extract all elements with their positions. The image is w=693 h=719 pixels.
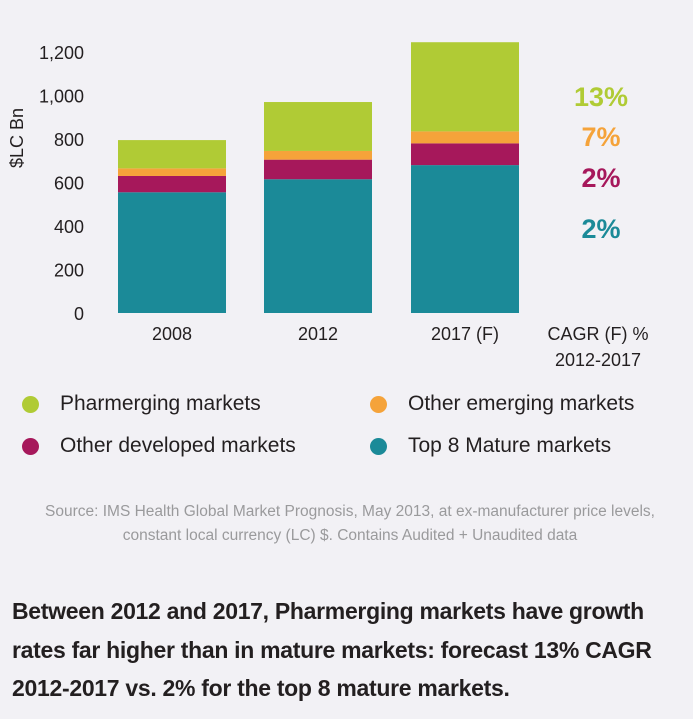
- y-tick-label: 1,200: [39, 43, 84, 63]
- x-tick-label: 2017 (F): [431, 324, 499, 344]
- bar-segment: [264, 179, 372, 313]
- cagr-value-label: 2%: [581, 163, 620, 193]
- bar-segment: [411, 131, 519, 144]
- legend-label: Other developed markets: [60, 434, 296, 457]
- source-note: Source: IMS Health Global Market Prognos…: [45, 503, 655, 544]
- bar-segment: [118, 140, 226, 169]
- legend-label: Other emerging markets: [408, 392, 635, 415]
- bars: [118, 42, 519, 313]
- x-axis-ticks: 2008 2012 2017 (F): [152, 324, 499, 344]
- y-axis-label: $LC Bn: [7, 108, 27, 168]
- y-tick-label: 200: [54, 261, 84, 281]
- legend-item-pharmerging: Pharmerging markets: [22, 392, 261, 416]
- headline-text: Between 2012 and 2017, Pharmerging marke…: [12, 598, 652, 701]
- legend-dot-icon: [22, 437, 39, 455]
- legend-item-other-emerging: Other emerging markets: [370, 392, 634, 416]
- bar-segment: [411, 165, 519, 313]
- bar-segment: [411, 42, 519, 132]
- legend-label: Pharmerging markets: [60, 392, 261, 415]
- x-tick-label: 2012: [298, 324, 338, 344]
- bar-segment: [264, 159, 372, 180]
- legend-label: Top 8 Mature markets: [408, 434, 612, 457]
- cagr-header-line2: 2012-2017: [555, 350, 641, 370]
- y-tick-label: 0: [74, 304, 84, 324]
- bar-segment: [411, 143, 519, 166]
- x-tick-label: 2008: [152, 324, 192, 344]
- cagr-value-label: 7%: [581, 122, 620, 152]
- legend-item-top8-mature: Top 8 Mature markets: [370, 434, 611, 458]
- cagr-labels: 13% 7% 2% 2%: [574, 82, 628, 244]
- bar-segment: [264, 150, 372, 160]
- legend-item-other-developed: Other developed markets: [22, 434, 296, 458]
- cagr-header-line1: CAGR (F) %: [548, 324, 649, 344]
- y-tick-label: 400: [54, 217, 84, 237]
- y-tick-label: 600: [54, 174, 84, 194]
- bar-segment: [118, 192, 226, 313]
- y-tick-label: 800: [54, 130, 84, 150]
- legend-dot-icon: [370, 437, 387, 455]
- bar-segment: [264, 102, 372, 151]
- legend-dot-icon: [370, 395, 387, 413]
- cagr-value-label: 2%: [581, 214, 620, 244]
- y-tick-label: 1,000: [39, 87, 84, 107]
- bar-segment: [118, 175, 226, 193]
- y-axis-ticks: 0 200 400 600 800 1,000 1,200: [39, 43, 84, 324]
- cagr-value-label: 13%: [574, 82, 628, 112]
- legend-dot-icon: [22, 395, 39, 413]
- bar-segment: [118, 168, 226, 176]
